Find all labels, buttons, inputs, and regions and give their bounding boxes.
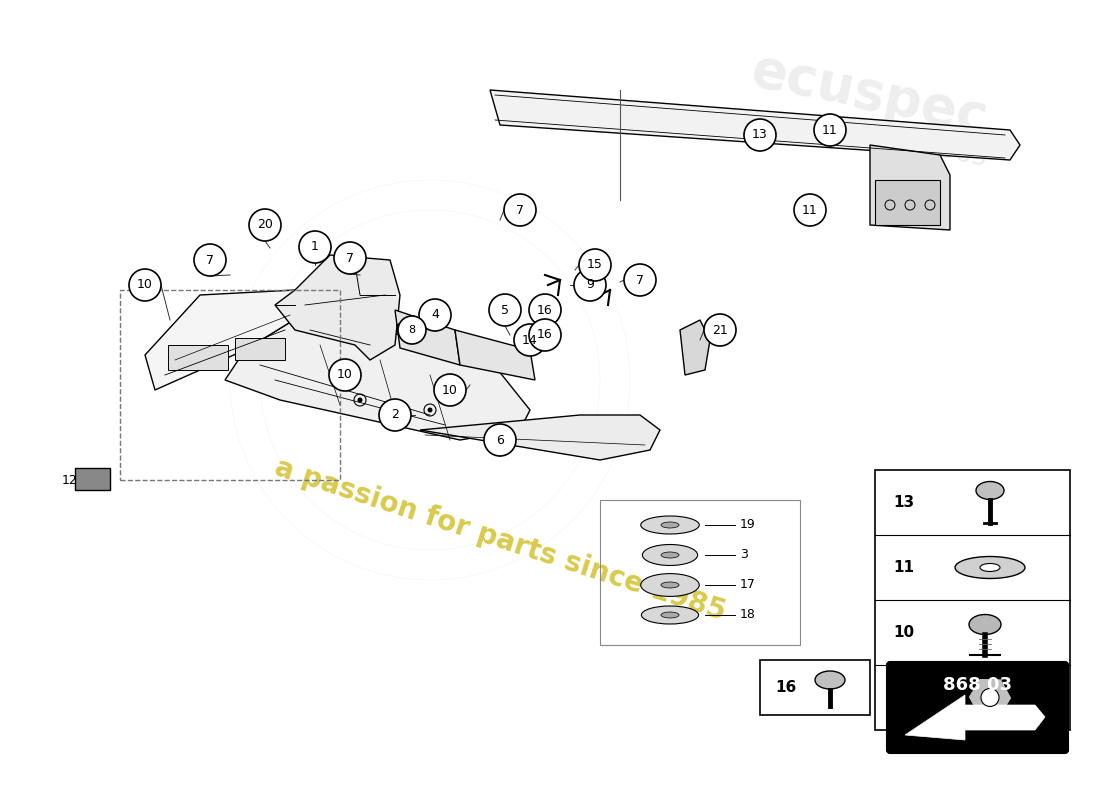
Text: 2: 2 xyxy=(392,409,399,422)
Bar xyxy=(760,660,870,715)
Circle shape xyxy=(249,209,280,241)
Text: 16: 16 xyxy=(776,681,796,695)
Polygon shape xyxy=(455,330,535,380)
Polygon shape xyxy=(145,290,310,390)
Circle shape xyxy=(334,242,366,274)
Text: 11: 11 xyxy=(802,203,818,217)
Text: 10: 10 xyxy=(442,383,458,397)
Circle shape xyxy=(579,249,610,281)
Ellipse shape xyxy=(955,557,1025,578)
Circle shape xyxy=(419,299,451,331)
Text: 7: 7 xyxy=(636,274,644,286)
Text: 20: 20 xyxy=(257,218,273,231)
Circle shape xyxy=(129,269,161,301)
Text: 6: 6 xyxy=(496,434,504,446)
Circle shape xyxy=(194,244,226,276)
Circle shape xyxy=(529,319,561,351)
Bar xyxy=(75,468,110,490)
Ellipse shape xyxy=(642,545,697,566)
Circle shape xyxy=(981,689,999,706)
Text: 19: 19 xyxy=(740,518,756,531)
Circle shape xyxy=(574,269,606,301)
Bar xyxy=(874,180,940,225)
Ellipse shape xyxy=(640,574,700,597)
Text: 14: 14 xyxy=(522,334,538,346)
Polygon shape xyxy=(275,255,400,360)
Text: 13: 13 xyxy=(752,129,768,142)
Text: 8: 8 xyxy=(408,325,416,335)
Circle shape xyxy=(398,316,426,344)
Text: 11: 11 xyxy=(822,123,838,137)
Circle shape xyxy=(624,264,656,296)
Text: 16: 16 xyxy=(537,303,553,317)
Bar xyxy=(235,338,285,360)
Circle shape xyxy=(814,114,846,146)
Text: 15: 15 xyxy=(587,258,603,271)
Circle shape xyxy=(704,314,736,346)
Ellipse shape xyxy=(969,614,1001,634)
Polygon shape xyxy=(870,145,950,230)
Circle shape xyxy=(329,359,361,391)
Circle shape xyxy=(514,324,546,356)
Text: 868 03: 868 03 xyxy=(943,676,1012,694)
Circle shape xyxy=(484,424,516,456)
Polygon shape xyxy=(420,415,660,460)
Text: 10: 10 xyxy=(138,278,153,291)
Ellipse shape xyxy=(661,552,679,558)
Bar xyxy=(120,290,340,480)
Bar xyxy=(874,470,1070,730)
Circle shape xyxy=(490,294,521,326)
Ellipse shape xyxy=(976,482,1004,499)
Polygon shape xyxy=(395,310,460,365)
Circle shape xyxy=(529,294,561,326)
Text: 10: 10 xyxy=(893,625,914,640)
Text: 12: 12 xyxy=(62,474,78,486)
Ellipse shape xyxy=(641,606,698,624)
Text: ecuspec: ecuspec xyxy=(747,45,993,146)
Text: 1: 1 xyxy=(311,241,319,254)
Text: 21: 21 xyxy=(712,323,728,337)
Text: 16: 16 xyxy=(537,329,553,342)
Text: 10: 10 xyxy=(337,369,353,382)
Circle shape xyxy=(358,398,363,402)
Text: since 1985: since 1985 xyxy=(850,119,989,171)
Polygon shape xyxy=(226,310,530,440)
Circle shape xyxy=(504,194,536,226)
Text: 7: 7 xyxy=(516,203,524,217)
Ellipse shape xyxy=(640,516,700,534)
Text: 17: 17 xyxy=(740,578,756,591)
Ellipse shape xyxy=(661,612,679,618)
Polygon shape xyxy=(490,90,1020,160)
Text: 7: 7 xyxy=(346,251,354,265)
Ellipse shape xyxy=(980,563,1000,571)
Circle shape xyxy=(744,119,775,151)
Text: 13: 13 xyxy=(893,495,914,510)
Polygon shape xyxy=(905,695,1045,740)
Bar xyxy=(168,345,228,370)
Ellipse shape xyxy=(661,522,679,528)
Text: 11: 11 xyxy=(893,560,914,575)
Ellipse shape xyxy=(661,582,679,588)
FancyBboxPatch shape xyxy=(887,662,1068,753)
Text: 4: 4 xyxy=(431,309,439,322)
Text: 3: 3 xyxy=(740,549,748,562)
Circle shape xyxy=(434,374,466,406)
Text: 7: 7 xyxy=(893,690,903,705)
Ellipse shape xyxy=(815,671,845,689)
Text: a passion for parts since 1985: a passion for parts since 1985 xyxy=(271,454,729,626)
Text: 7: 7 xyxy=(206,254,214,266)
Circle shape xyxy=(428,407,432,413)
Circle shape xyxy=(299,231,331,263)
Polygon shape xyxy=(680,320,710,375)
Text: 9: 9 xyxy=(586,278,594,291)
Text: 5: 5 xyxy=(500,303,509,317)
Bar xyxy=(600,500,800,645)
Circle shape xyxy=(794,194,826,226)
Text: 18: 18 xyxy=(740,609,756,622)
Circle shape xyxy=(379,399,411,431)
